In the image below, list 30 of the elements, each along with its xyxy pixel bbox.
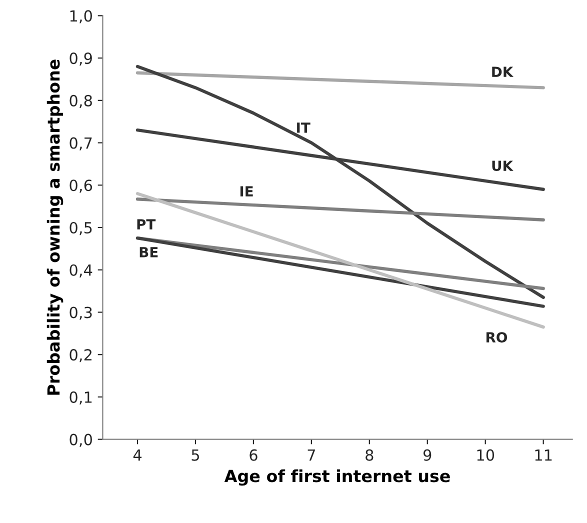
y-tick-label: 0,8: [70, 94, 92, 108]
x-tick-label: 8: [366, 449, 374, 461]
x-axis-title: Age of first internet use: [224, 469, 450, 486]
y-tick-label: 0,9: [70, 52, 92, 66]
y-tick-label: 0,4: [70, 264, 92, 278]
x-tick-label: 10: [477, 449, 494, 461]
y-tick-label: 1,0: [70, 10, 92, 24]
y-tick-label: 0,1: [70, 391, 92, 405]
series-label: RO: [486, 332, 508, 343]
line-series: [136, 236, 545, 308]
line-series: [136, 64, 545, 300]
y-tick-label: 0,7: [70, 137, 92, 150]
x-tick-label: 6: [250, 449, 258, 461]
x-tick-label: 4: [133, 450, 142, 461]
y-tick-label: 0,6: [70, 180, 92, 193]
series-label: DK: [492, 66, 514, 77]
series-label: BE: [140, 247, 158, 258]
series-label: IT: [297, 122, 310, 133]
x-tick-label: 7: [308, 450, 315, 461]
y-tick-label: 0,3: [70, 306, 92, 320]
series-label: PT: [137, 219, 156, 230]
x-tick-label: 9: [423, 449, 432, 461]
y-tick-label: 0,2: [70, 349, 92, 362]
y-tick-label: 0,5: [70, 222, 92, 236]
series-label: UK: [492, 160, 514, 172]
x-tick-label: 5: [192, 450, 200, 461]
series-label: IE: [240, 186, 253, 196]
y-tick-label: 0,0: [70, 434, 92, 447]
x-tick-label: 11: [535, 450, 552, 461]
y-axis-title: Probability of owning a smartphone: [46, 60, 64, 395]
